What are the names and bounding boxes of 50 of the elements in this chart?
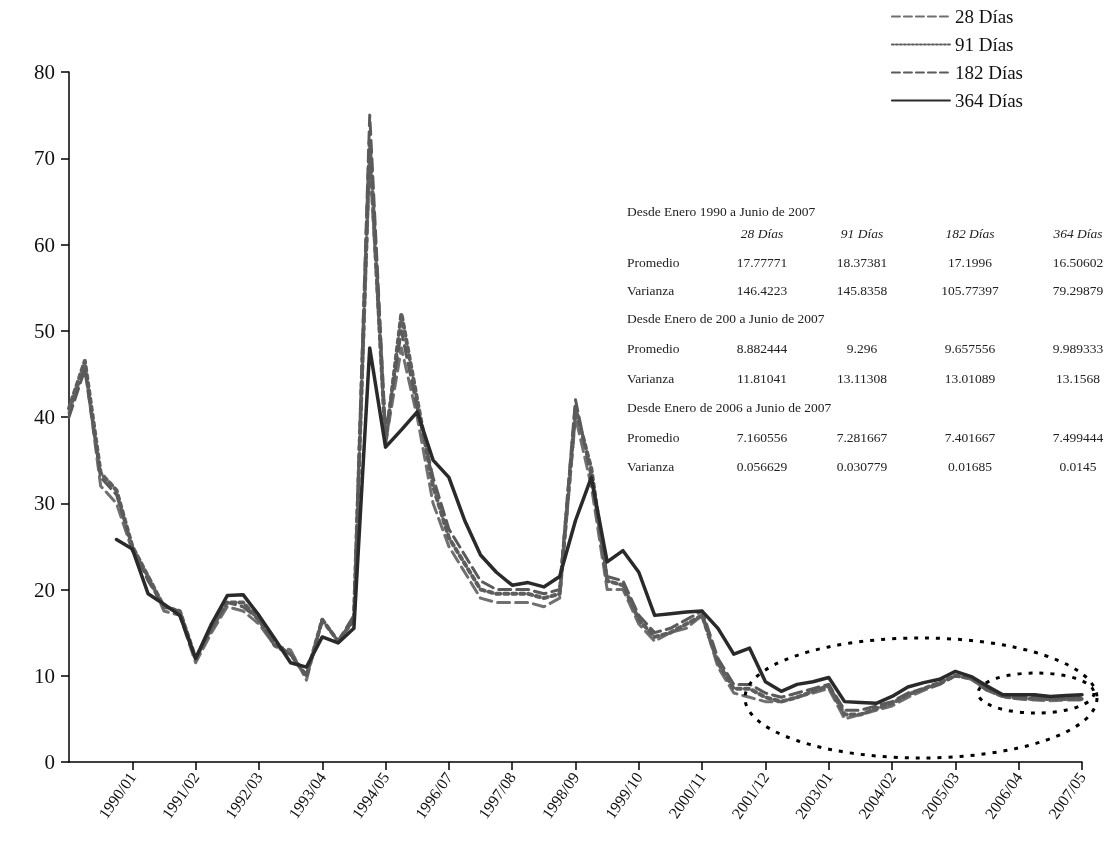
annotation: 28 Días [740,225,784,241]
y-tick-label: 20 [34,577,55,602]
annotation: Desde Enero de 200 a Junio de 2007 [627,310,825,326]
annotation: Promedio [627,429,680,445]
annotation: 79.29879 [1052,282,1104,298]
annotation: 182 Días [945,225,995,241]
annotation: Varianza [627,370,675,386]
annotation: 364 Días [1052,225,1103,241]
annotation: 8.882444 [736,340,788,356]
annotation: 13.01089 [944,370,996,386]
y-tick-label: 40 [34,405,55,429]
annotation: 17.77771 [736,254,788,270]
annotation: Varianza [627,458,675,474]
annotation: 13.1568 [1056,370,1101,386]
y-tick-label: 30 [34,491,55,516]
annotation: 7.499444 [1052,429,1104,445]
annotation: 9.296 [846,340,878,356]
y-tick-label: 10 [34,663,55,688]
annotation: 18.37381 [836,254,888,270]
annotation: 7.281667 [836,429,888,445]
y-tick-label: 60 [34,232,55,257]
annotation: 0.0145 [1059,458,1097,474]
y-tick-label: 0 [44,750,55,774]
legend-label: 182 Días [954,62,1023,83]
annotation: 11.81041 [736,370,788,386]
annotation: 7.160556 [736,429,788,445]
annotation: 0.056629 [736,458,788,474]
annotation: Promedio [627,340,680,356]
legend-label: 364 Días [954,90,1023,111]
annotation: 145.8358 [836,282,888,298]
annotation: 0.01685 [948,458,993,474]
legend-label: 91 Días [954,34,1014,55]
annotation: Desde Enero de 2006 a Junio de 2007 [627,399,832,415]
y-tick-label: 70 [34,146,55,171]
annotation: 9.989333 [1052,340,1104,356]
annotation: 0.030779 [836,458,888,474]
annotation: Promedio [627,254,680,270]
annotation: 16.50602 [1052,254,1104,270]
y-tick-label: 50 [34,318,55,343]
annotation: Desde Enero 1990 a Junio de 2007 [627,203,816,219]
annotation: Varianza [627,282,675,298]
annotation: 9.657556 [944,340,996,356]
annotation: 91 Días [840,225,884,241]
annotation: 7.401667 [944,429,996,445]
annotation: 146.4223 [736,282,788,298]
annotation: 17.1996 [948,254,993,270]
y-tick-label: 80 [34,60,55,84]
annotation: 105.77397 [941,282,999,298]
legend-label: 28 Días [954,6,1014,27]
annotation: 13.11308 [836,370,888,386]
